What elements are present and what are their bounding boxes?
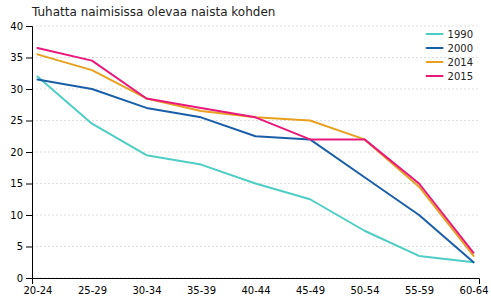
legend-swatch bbox=[427, 33, 443, 35]
y-tick-mark bbox=[26, 215, 32, 216]
x-tick: 25-29 bbox=[78, 285, 107, 296]
y-tick-label: 5 bbox=[17, 241, 23, 252]
x-tick-label: 50-54 bbox=[350, 285, 379, 296]
legend-item: 1990 bbox=[427, 29, 473, 40]
y-axis: 0 5 10 15 20 25 30 35 40 bbox=[10, 21, 32, 284]
grid-line bbox=[32, 246, 479, 247]
plot: 0 5 10 15 20 25 30 35 40 20-24 25-29 30-34 35-39 40-4… bbox=[10, 21, 488, 296]
y-tick-mark bbox=[26, 26, 32, 27]
y-tick: 20 bbox=[10, 147, 32, 158]
x-tick-label: 30-34 bbox=[132, 285, 161, 296]
x-tick-label: 35-39 bbox=[187, 285, 216, 296]
x-axis: 20-24 25-29 30-34 35-39 40-44 45-49 50-54 55-59… bbox=[23, 279, 488, 297]
y-tick: 10 bbox=[10, 210, 32, 221]
x-tick: 45-49 bbox=[296, 285, 325, 296]
y-tick-mark bbox=[26, 58, 32, 59]
y-tick-label: 10 bbox=[10, 210, 23, 221]
y-tick: 0 bbox=[17, 273, 32, 284]
x-tick-label: 40-44 bbox=[241, 285, 270, 296]
y-tick: 25 bbox=[10, 115, 32, 126]
legend: 1990 2000 2014 2015 bbox=[427, 29, 473, 82]
legend-label: 2014 bbox=[448, 57, 473, 68]
y-tick-label: 0 bbox=[17, 273, 23, 284]
legend-item: 2000 bbox=[427, 43, 473, 54]
legend-swatch bbox=[427, 75, 443, 77]
series-line bbox=[37, 80, 473, 263]
legend-swatch bbox=[427, 61, 443, 63]
grid-line bbox=[32, 89, 479, 90]
y-tick-mark bbox=[26, 121, 32, 122]
legend-item: 2014 bbox=[427, 57, 473, 68]
y-tick-mark bbox=[26, 184, 32, 185]
legend-swatch bbox=[427, 47, 443, 49]
series-line bbox=[37, 54, 473, 256]
y-tick-mark bbox=[26, 152, 32, 153]
y-tick: 40 bbox=[10, 21, 32, 32]
x-tick-label: 20-24 bbox=[23, 285, 52, 296]
legend-label: 1990 bbox=[448, 29, 473, 40]
chart: 0 5 10 15 20 25 30 35 40 20-24 25-29 30-34 35-39 40-4… bbox=[0, 0, 491, 302]
legend-item: 2015 bbox=[427, 71, 473, 82]
x-tick-label: 60-64 bbox=[460, 285, 489, 296]
x-tick: 30-34 bbox=[132, 285, 161, 296]
x-tick: 50-54 bbox=[350, 285, 379, 296]
x-tick: 40-44 bbox=[241, 285, 270, 296]
x-tick: 20-24 bbox=[23, 285, 52, 296]
series-line bbox=[37, 48, 473, 253]
legend-label: 2015 bbox=[448, 71, 473, 82]
grid-line bbox=[32, 215, 479, 216]
x-tick: 35-39 bbox=[187, 285, 216, 296]
x-tick-label: 25-29 bbox=[78, 285, 107, 296]
x-tick-label: 45-49 bbox=[296, 285, 325, 296]
y-tick-label: 30 bbox=[10, 84, 23, 95]
title: Tuhatta naimisissa olevaa naista kohden bbox=[31, 5, 275, 19]
y-tick-mark bbox=[26, 278, 32, 279]
grid-line bbox=[32, 120, 479, 121]
y-tick: 5 bbox=[17, 241, 32, 252]
grid-line bbox=[32, 57, 479, 58]
grid bbox=[32, 26, 479, 278]
y-axis-line bbox=[26, 27, 33, 279]
grid-line bbox=[32, 26, 479, 27]
x-tick-label: 55-59 bbox=[405, 285, 434, 296]
y-tick-label: 25 bbox=[10, 115, 23, 126]
legend-label: 2000 bbox=[448, 43, 473, 54]
series-group bbox=[37, 48, 473, 262]
y-tick-label: 40 bbox=[10, 21, 23, 32]
x-tick: 55-59 bbox=[405, 285, 434, 296]
y-tick-mark bbox=[26, 247, 32, 248]
x-tick: 60-64 bbox=[460, 285, 489, 296]
y-tick: 35 bbox=[10, 52, 32, 63]
y-tick-label: 35 bbox=[10, 52, 23, 63]
y-tick: 15 bbox=[10, 178, 32, 189]
series-line bbox=[37, 76, 473, 262]
y-tick-label: 15 bbox=[10, 178, 23, 189]
y-tick-label: 20 bbox=[10, 147, 23, 158]
y-tick: 30 bbox=[10, 84, 32, 95]
y-tick-mark bbox=[26, 89, 32, 90]
x-axis-line bbox=[33, 279, 480, 285]
grid-line bbox=[32, 152, 479, 153]
